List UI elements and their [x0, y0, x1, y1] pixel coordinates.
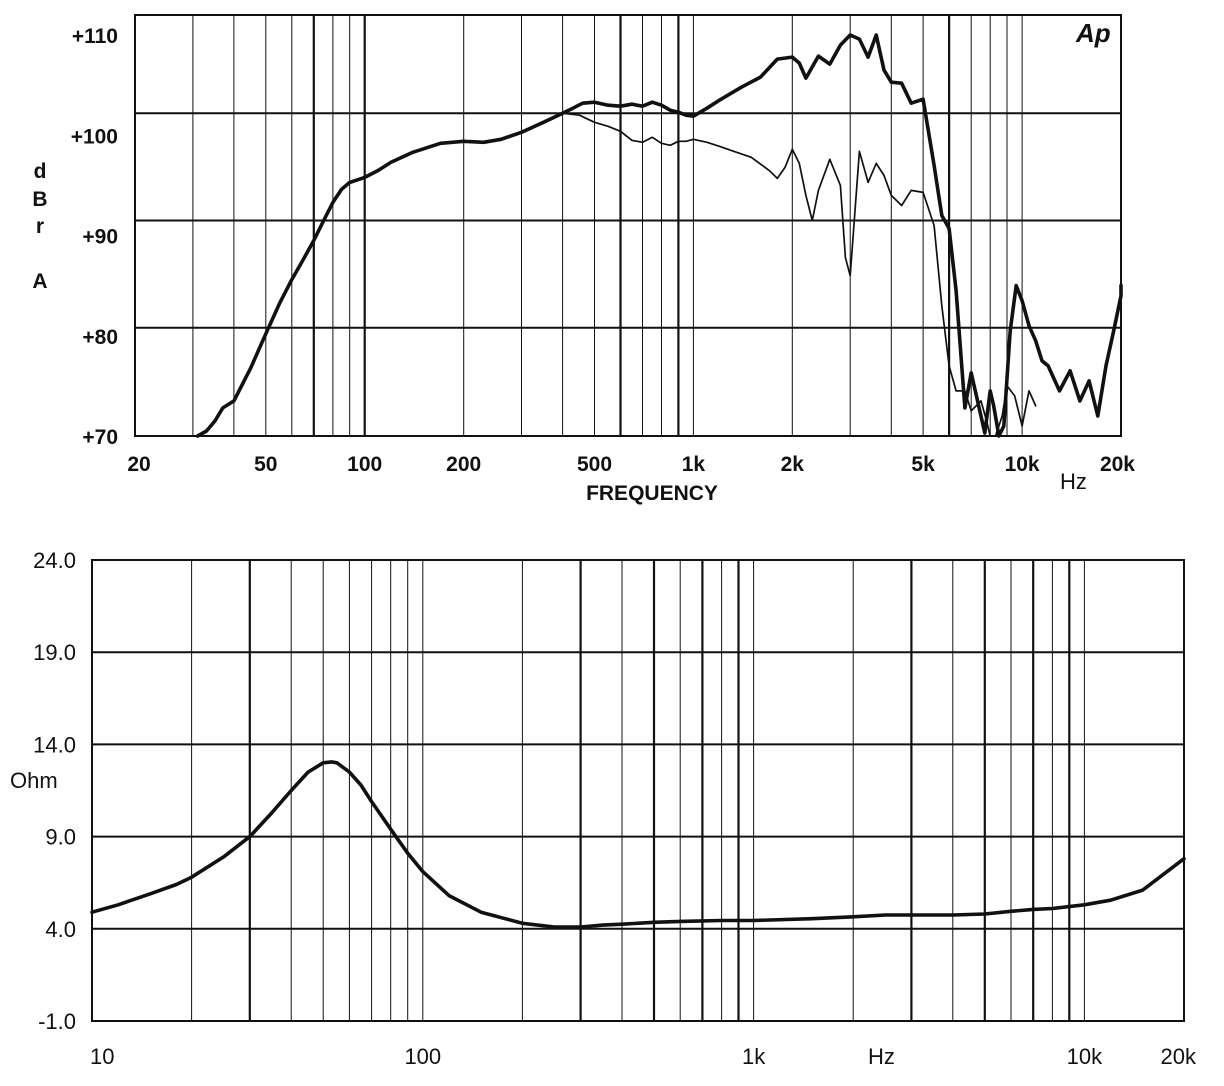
x-tick-label: 50 — [254, 453, 277, 476]
x-tick-label: 20 — [127, 453, 150, 476]
y-tick-label: +90 — [82, 226, 118, 249]
x-tick-label: 100 — [347, 453, 382, 476]
frequency-plot-frame — [134, 14, 1122, 437]
series-line-thick-1 — [195, 33, 1123, 438]
x-tick-label: 1k — [742, 1044, 766, 1069]
frequency-hz-unit: Hz — [1060, 469, 1087, 494]
impedance-plot-y-tick-labels: -1.0 4.0 9.0 14.0 19.0 24.0 — [33, 548, 98, 1034]
frequency-axis-label: FREQUENCY — [586, 482, 718, 505]
impedance-plot-grid — [92, 560, 1184, 1021]
y-tick-label: -1.0 — [38, 1009, 76, 1034]
impedance-plot-x-tick-labels: 10 100 1k 10k 20k — [90, 1044, 1197, 1069]
y-tick-label: +80 — [82, 326, 118, 349]
impedance-chart: -1.0 4.0 9.0 14.0 19.0 24.0 10 100 1k 10k 20k Ohm… — [10, 548, 1197, 1069]
x-tick-label: 20k — [1161, 1044, 1197, 1069]
x-tick-label: 200 — [446, 453, 481, 476]
x-tick-label: 100 — [404, 1044, 441, 1069]
x-tick-label: 10k — [1005, 453, 1040, 476]
ylabel-char-a: A — [32, 270, 47, 293]
ap-logo: Ap — [1075, 18, 1111, 48]
y-tick-label: 14.0 — [33, 732, 76, 757]
x-tick-label: 10 — [90, 1044, 114, 1069]
y-tick-label: +100 — [71, 125, 118, 148]
y-tick-label: +70 — [82, 426, 118, 449]
ylabel-char-b: B — [32, 188, 47, 211]
impedance-plot-series — [90, 760, 1186, 929]
y-tick-label: +110 — [72, 25, 118, 48]
frequency-plot-series — [195, 33, 1123, 438]
series-line-thick-1 — [90, 760, 1186, 929]
frequency-response-chart: +70 +80 +90 +100 +110 20 50 100 200 500 1k 2k 5k 10k… — [32, 14, 1135, 505]
impedance-plot-frame — [91, 559, 1185, 1022]
y-tick-label: 4.0 — [45, 917, 76, 942]
ylabel-char-r: r — [36, 215, 44, 238]
x-tick-label: 2k — [781, 453, 805, 476]
y-tick-label: 9.0 — [45, 825, 76, 850]
x-tick-label: 1k — [682, 453, 706, 476]
x-tick-label: 500 — [577, 453, 612, 476]
impedance-hz-unit: Hz — [868, 1044, 895, 1069]
impedance-y-axis-label: Ohm — [10, 768, 58, 793]
x-tick-label: 10k — [1067, 1044, 1103, 1069]
y-tick-label: 24.0 — [33, 548, 76, 573]
frequency-plot-y-tick-labels: +70 +80 +90 +100 +110 — [71, 25, 118, 449]
frequency-plot-x-tick-labels: 20 50 100 200 500 1k 2k 5k 10k 20k — [127, 453, 1135, 476]
y-tick-label: 19.0 — [33, 640, 76, 665]
x-tick-label: 5k — [911, 453, 935, 476]
x-tick-label: 20k — [1100, 453, 1135, 476]
ylabel-char-d: d — [34, 160, 47, 183]
series-line-thin-2 — [561, 112, 1037, 437]
